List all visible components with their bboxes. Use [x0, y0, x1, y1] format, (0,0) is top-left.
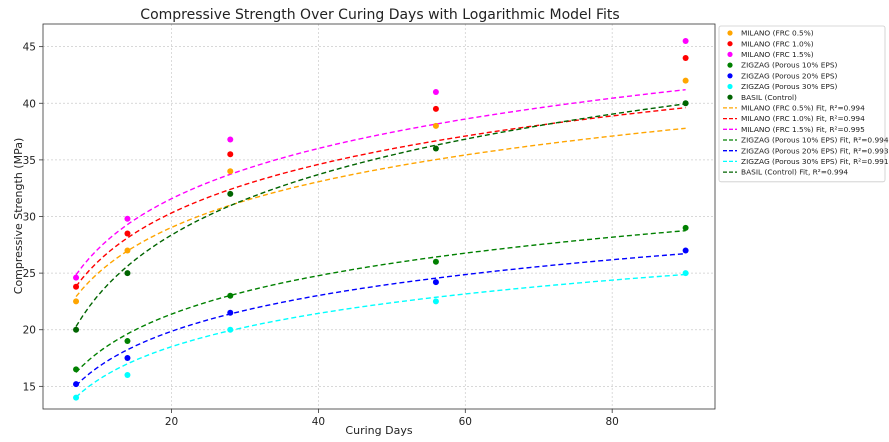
data-point [432, 298, 439, 305]
fit-line [75, 273, 686, 398]
legend-label: MILANO (FRC 1.0%) Fit, R²=0.994 [741, 114, 865, 123]
legend-label: BASIL (Control) [741, 93, 797, 102]
legend: MILANO (FRC 0.5%)MILANO (FRC 1.0%) MILANO… [718, 25, 889, 183]
x-tick-label: 80 [605, 416, 618, 428]
data-point [227, 136, 234, 143]
data-point [227, 326, 234, 333]
x-tick-label: 40 [312, 416, 325, 428]
data-point [124, 355, 131, 362]
data-point [682, 224, 689, 231]
legend-label: ZIGZAG (Porous 20% EPS) [741, 71, 838, 80]
fit-line [75, 103, 686, 327]
fit-line [75, 127, 686, 298]
x-tick-label: 60 [459, 416, 472, 428]
chart-title: Compressive Strength Over Curing Days wi… [140, 7, 619, 23]
data-point [432, 105, 439, 112]
legend-label: MILANO (FRC 1.5%) Fit, R²=0.995 [741, 125, 865, 134]
fit-lines [75, 88, 686, 398]
fit-line [75, 88, 686, 276]
data-point [227, 190, 234, 197]
data-point [124, 372, 131, 379]
data-point [682, 37, 689, 44]
data-point [124, 230, 131, 237]
data-point [124, 338, 131, 345]
data-point [432, 122, 439, 129]
data-point [124, 247, 131, 254]
y-tick-label: 15 [23, 381, 36, 393]
data-point [73, 274, 80, 281]
legend-marker [727, 41, 733, 47]
data-point [432, 279, 439, 286]
legend-marker [727, 51, 733, 58]
legend-label: MILANO (FRC 1.5%) [741, 50, 814, 59]
data-point [73, 298, 80, 305]
data-point [432, 88, 439, 95]
data-point [432, 258, 439, 265]
fit-line [75, 252, 686, 387]
data-point [227, 168, 234, 175]
legend-label: ZIGZAG (Porous 30% EPS) Fit, R²=0.991 [741, 157, 889, 166]
data-point [682, 100, 689, 107]
legend-marker [727, 30, 733, 36]
data-point [73, 394, 80, 401]
legend-label: ZIGZAG (Porous 10% EPS) Fit, R²=0.994 [741, 136, 889, 145]
fit-line [75, 229, 686, 373]
y-axis-ticks: 15 20 25 30 35 40 45 [23, 42, 43, 393]
data-point [73, 381, 80, 388]
legend-label: ZIGZAG (Porous 30% EPS) [741, 82, 838, 91]
legend-label: MILANO (FRC 0.5%) Fit, R²=0.994 [741, 104, 865, 113]
y-tick-label: 20 [23, 325, 36, 337]
fit-line [75, 106, 686, 287]
legend-marker [727, 83, 733, 90]
y-axis-label: Compressive Strength (MPa) [12, 138, 25, 294]
data-point [124, 215, 131, 222]
y-tick-label: 40 [23, 98, 36, 110]
legend-box [718, 25, 886, 183]
y-tick-label: 35 [23, 155, 36, 167]
grid [43, 24, 715, 409]
data-point [73, 366, 80, 373]
legend-label: MILANO (FRC 1.0%) [741, 39, 814, 48]
legend-label: ZIGZAG (Porous 20% EPS) Fit, R²=0.993 [741, 146, 889, 155]
data-point [73, 326, 80, 333]
y-tick-label: 45 [23, 42, 36, 54]
y-tick-label: 30 [23, 212, 36, 224]
legend-label: ZIGZAG (Porous 10% EPS) [741, 61, 838, 70]
legend-marker [727, 73, 733, 79]
legend-label: MILANO (FRC 0.5%) [741, 29, 814, 38]
legend-marker [727, 94, 733, 100]
data-points [73, 37, 689, 401]
y-tick-label: 25 [23, 268, 36, 280]
data-point [227, 309, 234, 316]
data-point [682, 270, 689, 277]
x-axis-ticks: 20 40 60 80 [165, 409, 619, 428]
data-point [432, 145, 439, 152]
data-point [124, 270, 131, 277]
data-point [682, 77, 689, 84]
x-axis-label: Curing Days [345, 424, 412, 437]
data-point [73, 283, 80, 290]
data-point [227, 151, 234, 158]
legend-marker [727, 62, 733, 68]
legend-label: BASIL (Control) Fit, R²=0.994 [741, 168, 848, 177]
x-tick-label: 20 [165, 416, 178, 428]
data-point [227, 292, 234, 299]
data-point [682, 247, 689, 254]
data-point [682, 54, 689, 61]
